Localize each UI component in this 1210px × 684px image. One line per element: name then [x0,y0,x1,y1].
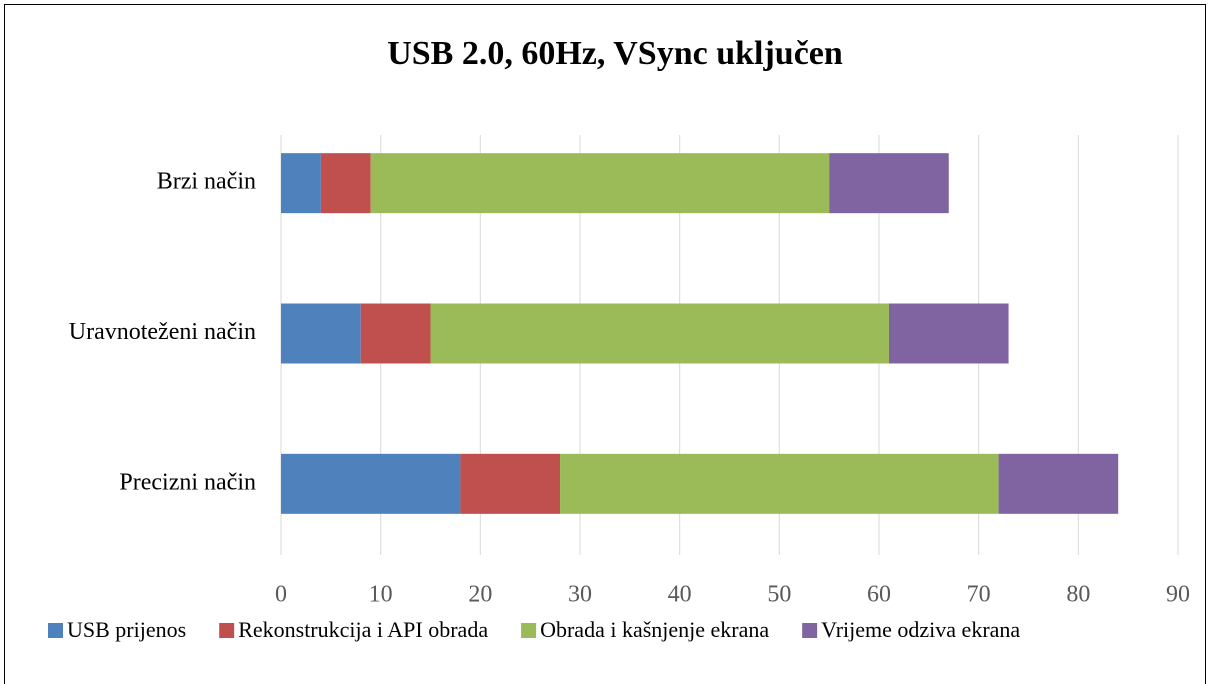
bar-segment [281,303,361,364]
legend-label: USB prijenos [67,617,186,642]
legend-label: Rekonstrukcija i API obrada [238,617,488,642]
legend-swatch [802,623,818,638]
bar-segment [281,153,321,214]
chart-title: USB 2.0, 60Hz, VSync uključen [387,35,843,72]
y-tick-label: Precizni način [119,469,256,495]
legend-swatch [48,623,63,638]
x-tick-label: 0 [275,582,287,608]
y-tick-label: Uravnoteženi način [69,319,256,345]
x-tick-label: 60 [867,582,891,608]
bar-segment [829,153,949,214]
x-tick-label: 80 [1066,582,1090,608]
bar-segment [888,303,1009,364]
x-tick-label: 70 [967,582,991,608]
bar-segment [998,453,1119,514]
x-tick-label: 20 [468,582,492,608]
legend-swatch [521,623,537,638]
y-tick-label: Brzi način [157,169,256,195]
legend-label: Vrijeme odziva ekrana [821,617,1020,642]
x-tick-label: 50 [767,582,791,608]
bar-segment [360,303,431,364]
bar-segment [370,153,830,214]
bar-segment [460,453,561,514]
legend-label: Obrada i kašnjenje ekrana [540,617,769,642]
bar-segment [320,153,371,214]
x-tick-label: 40 [668,582,692,608]
bar-segment [281,453,461,514]
legend-swatch [219,623,235,638]
chart-frame [4,4,1206,684]
x-tick-label: 30 [568,582,592,608]
x-tick-label: 10 [369,582,393,608]
bar-segment [560,453,999,514]
bar-segment [430,303,889,364]
x-tick-label: 90 [1166,582,1190,608]
